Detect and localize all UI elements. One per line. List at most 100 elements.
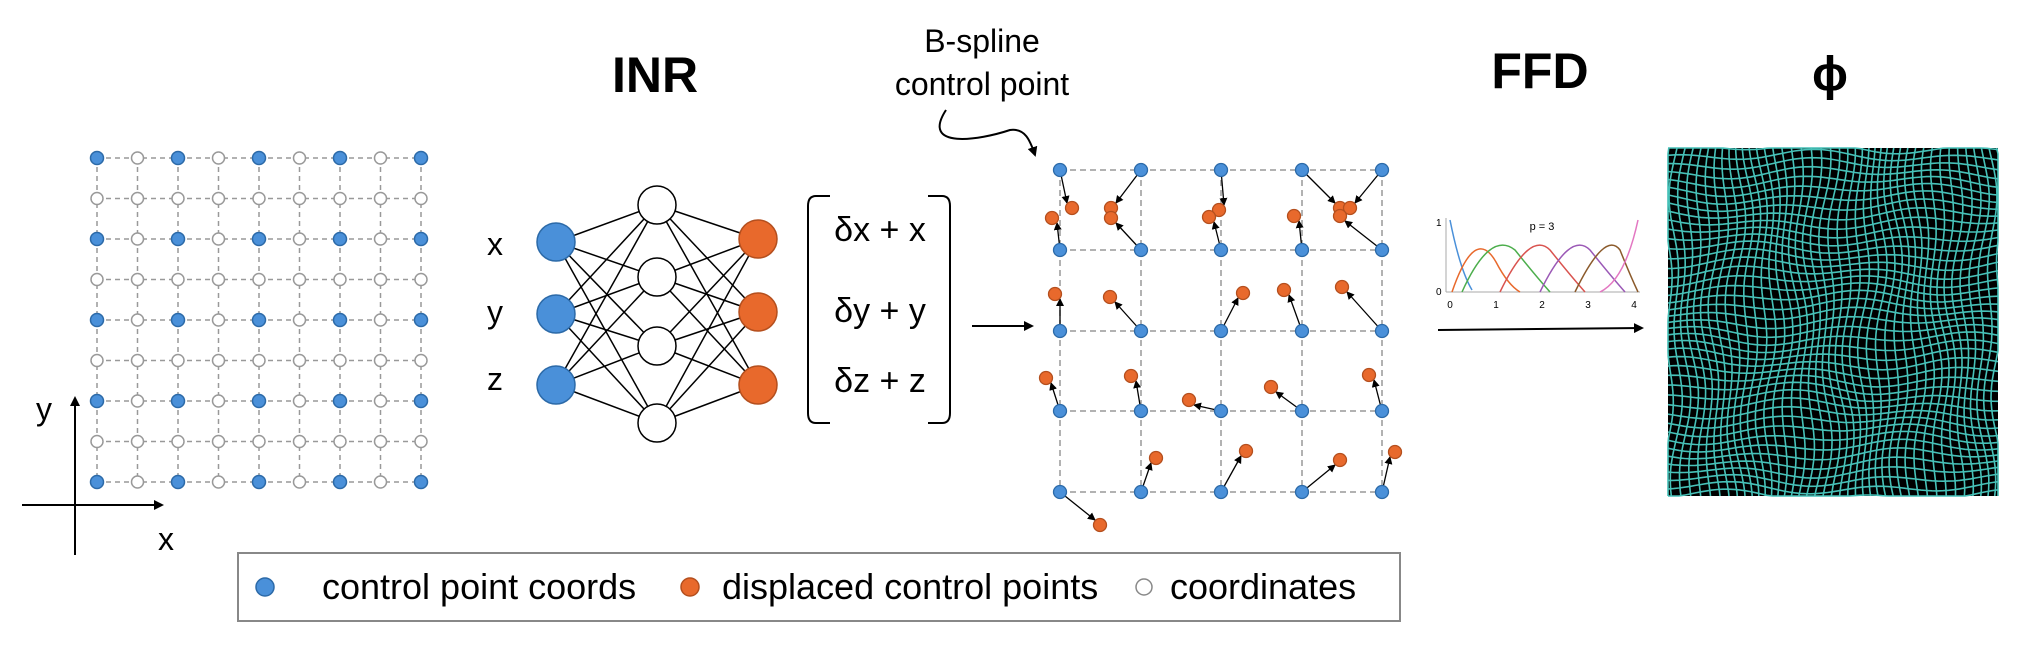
control-point xyxy=(170,150,186,166)
bspline-control-point xyxy=(1213,242,1229,258)
network-edge xyxy=(656,238,759,347)
control-point xyxy=(170,474,186,490)
mesh-line-v xyxy=(1772,147,1786,497)
control-point xyxy=(332,312,348,328)
mesh-line-h xyxy=(1667,423,1999,438)
displaced-control-point xyxy=(1387,444,1403,460)
bspline-control-point xyxy=(1213,162,1229,178)
hidden-neuron xyxy=(637,326,677,366)
mesh-line-h xyxy=(1667,148,1999,162)
bspline-control-point xyxy=(1294,484,1310,500)
control-point xyxy=(89,150,105,166)
phi-title: ϕ xyxy=(1812,48,1848,101)
mesh-line-v xyxy=(1794,147,1809,497)
bspline-control-point xyxy=(1052,323,1068,339)
mesh-line-v xyxy=(1920,147,1936,497)
bspline-control-point xyxy=(1374,484,1390,500)
coordinate-point xyxy=(90,353,104,368)
hidden-neuron xyxy=(637,257,677,297)
network-edge xyxy=(555,204,658,315)
bspline-control-point xyxy=(1052,484,1068,500)
mesh-line-v xyxy=(1667,147,1675,496)
displacement-arrow xyxy=(1346,291,1383,332)
coordinate-point xyxy=(211,313,226,327)
mesh-line-v xyxy=(1888,147,1903,497)
coordinate-point xyxy=(211,272,226,287)
network-edge xyxy=(555,241,658,424)
coordinate-point xyxy=(292,151,307,165)
basis-ytick-0: 0 xyxy=(1436,287,1442,298)
basis-plot-label: p = 3 xyxy=(1530,221,1555,233)
coordinate-point xyxy=(373,434,388,449)
bspline-control-point xyxy=(1294,162,1310,178)
displaced-control-point xyxy=(1123,368,1139,384)
control-point xyxy=(170,312,186,328)
displacement-arrow xyxy=(1301,169,1336,204)
control-point xyxy=(332,474,348,490)
coordinate-point xyxy=(211,475,226,489)
coordinate-point xyxy=(373,151,388,165)
control-point xyxy=(413,231,429,247)
mesh-line-v xyxy=(1707,147,1721,497)
mesh-line-h xyxy=(1667,364,1999,380)
control-point xyxy=(251,474,267,490)
mesh-line-h xyxy=(1667,331,1999,347)
network-edge xyxy=(656,311,759,424)
coordinate-point xyxy=(211,394,226,408)
control-point xyxy=(251,312,267,328)
annotation-line2: control point xyxy=(895,66,1069,102)
mesh-line-h xyxy=(1667,256,1999,272)
legend: control point coords displaced control p… xyxy=(237,552,1401,622)
mesh-line-v xyxy=(1715,147,1730,497)
mesh-line-v xyxy=(1834,147,1849,497)
deformation-field xyxy=(1667,147,1999,497)
legend-white-marker xyxy=(1135,578,1153,596)
displaced-control-point xyxy=(1044,210,1060,226)
mesh-line-v xyxy=(1818,147,1833,497)
bspline-control-point xyxy=(1213,484,1229,500)
bspline-control-point xyxy=(1374,242,1390,258)
mesh-line-v xyxy=(1781,147,1794,497)
mesh-line-v xyxy=(1943,147,1957,496)
output-label-dx: δx + x xyxy=(834,211,926,249)
mesh-line-h xyxy=(1667,430,1999,446)
displaced-control-point xyxy=(1342,200,1358,216)
coordinate-point xyxy=(130,232,145,246)
coordinate-point xyxy=(414,434,428,449)
displaced-control-point xyxy=(1064,200,1080,216)
control-point xyxy=(251,150,267,166)
basis-curve-2 xyxy=(1451,248,1521,293)
coordinate-point xyxy=(171,272,185,287)
bspline-control-point xyxy=(1133,403,1149,419)
input-label-z: z xyxy=(487,361,503,397)
control-point xyxy=(413,312,429,328)
bspline-control-point xyxy=(1374,323,1390,339)
coordinate-point xyxy=(373,272,388,287)
displaced-control-point xyxy=(1181,392,1197,408)
basis-curve-4 xyxy=(1499,244,1586,293)
displaced-control-point xyxy=(1334,279,1350,295)
coordinate-point xyxy=(130,434,145,449)
displacement-arrow xyxy=(1344,220,1383,251)
mesh-line-v xyxy=(1668,147,1684,497)
coordinate-point xyxy=(130,191,145,206)
bspline-control-point xyxy=(1294,242,1310,258)
control-point xyxy=(413,474,429,490)
displaced-control-point xyxy=(1332,208,1348,224)
displaced-control-point xyxy=(1235,285,1251,301)
basis-xtick-3: 3 xyxy=(1585,300,1591,311)
coordinate-point xyxy=(333,191,347,206)
mesh-line-v xyxy=(1801,147,1816,497)
coordinate-point xyxy=(373,353,388,368)
output-neuron xyxy=(738,219,778,259)
mesh-line-v xyxy=(1982,147,1998,497)
mesh-line-v xyxy=(1746,147,1762,497)
bspline-basis-plot: 1 0 0 1 2 3 4 p = 3 xyxy=(1436,218,1640,311)
coordinate-point xyxy=(211,191,226,206)
mesh-line-h xyxy=(1667,248,1999,262)
mesh-line-v xyxy=(1950,147,1966,497)
bspline-control-point xyxy=(1213,323,1229,339)
coordinate-point xyxy=(252,353,266,368)
mesh-line-h xyxy=(1668,488,1999,497)
mesh-line-v xyxy=(1724,147,1739,497)
